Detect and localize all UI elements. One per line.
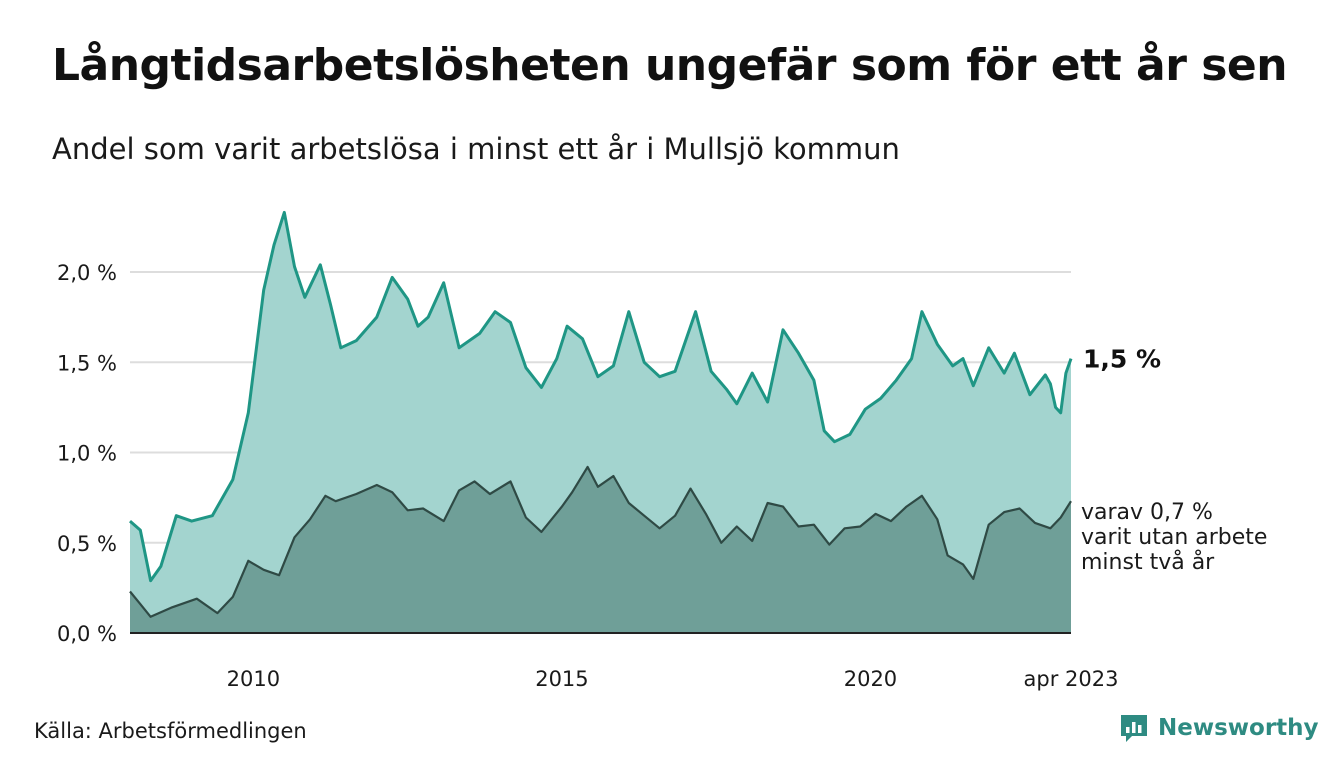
- y-tick-label: 1,5 %: [57, 351, 117, 375]
- series-annotation-line: varav 0,7 %: [1081, 500, 1213, 525]
- chart-title: Långtidsarbetslösheten ungefär som för e…: [52, 40, 1288, 91]
- x-tick-label: 2010: [227, 667, 280, 691]
- series-annotation-line: varit utan arbete: [1081, 525, 1267, 550]
- two-year-plus-area: [130, 466, 1071, 633]
- x-tick-label: 2020: [844, 667, 897, 691]
- end-value-label: 1,5 %: [1083, 345, 1161, 374]
- y-tick-label: 0,5 %: [57, 532, 117, 556]
- two-year-plus-line: [129, 465, 1072, 618]
- source-note: Källa: Arbetsförmedlingen: [34, 719, 307, 743]
- series-layer: [129, 210, 1073, 633]
- x-tick-label: 2015: [535, 667, 588, 691]
- y-tick-label: 2,0 %: [57, 261, 117, 285]
- chart-subtitle: Andel som varit arbetslösa i minst ett å…: [52, 132, 900, 166]
- x-tick-label: apr 2023: [1024, 667, 1119, 691]
- brand-logo: Newsworthy: [1118, 712, 1319, 744]
- series-annotation-line: minst två år: [1081, 549, 1215, 575]
- bar-chart-icon: [1121, 715, 1147, 742]
- axis-layer: 0,0 % 0,5 % 1,0 % 1,5 % 2,0 % 2010 2015 2020 apr…: [57, 261, 1119, 691]
- y-tick-label: 1,0 %: [57, 442, 117, 466]
- y-tick-label: 0,0 %: [57, 622, 117, 646]
- long-term-total-line: [129, 210, 1073, 583]
- brand-name: Newsworthy: [1158, 715, 1319, 741]
